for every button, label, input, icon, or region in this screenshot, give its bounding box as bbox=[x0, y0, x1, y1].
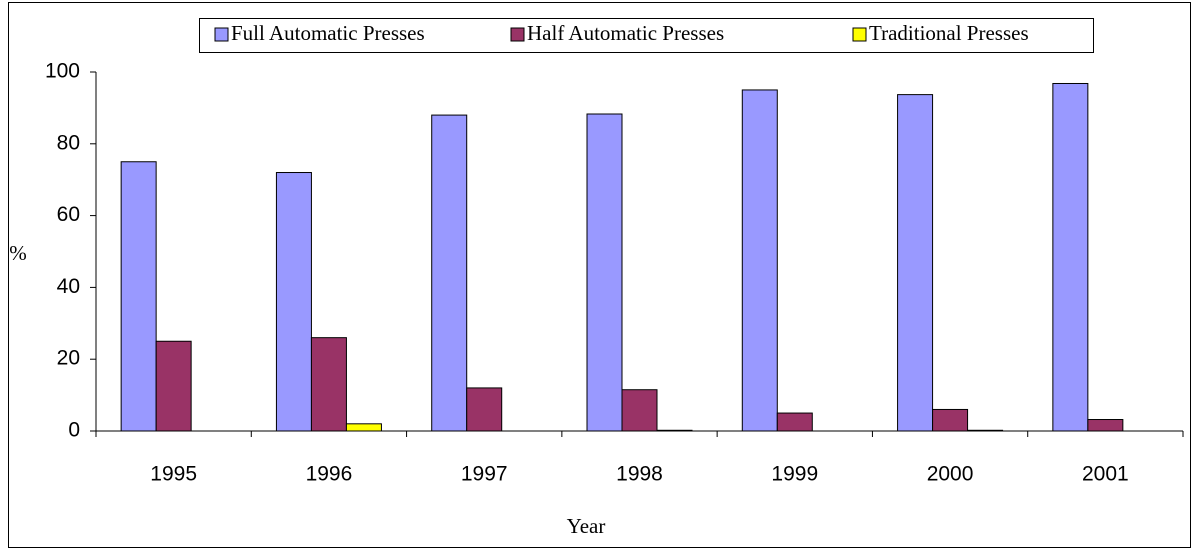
bar bbox=[932, 408, 969, 432]
x-tick-label: 2000 bbox=[927, 463, 974, 486]
legend-swatch bbox=[852, 27, 867, 42]
bar bbox=[621, 389, 658, 432]
bar bbox=[776, 412, 813, 432]
bar bbox=[586, 113, 623, 432]
legend-label: Full Automatic Presses bbox=[231, 21, 425, 45]
bar bbox=[1087, 419, 1124, 432]
y-tick-label: 60 bbox=[57, 203, 80, 226]
x-tick-label: 1997 bbox=[461, 463, 508, 486]
x-tick-label: 1998 bbox=[616, 463, 663, 486]
bar bbox=[1052, 82, 1089, 432]
legend-box bbox=[199, 18, 1094, 53]
x-axis-title: Year bbox=[567, 514, 606, 538]
y-tick-label: 80 bbox=[57, 131, 80, 154]
x-tick-label: 1996 bbox=[306, 463, 353, 486]
bar bbox=[155, 340, 192, 432]
legend-label: Half Automatic Presses bbox=[527, 21, 724, 45]
y-tick-label: 40 bbox=[57, 275, 80, 298]
bar bbox=[275, 172, 312, 432]
bar bbox=[897, 94, 934, 432]
bar bbox=[741, 89, 778, 432]
legend-label: Traditional Presses bbox=[869, 21, 1029, 45]
legend-swatch bbox=[214, 27, 229, 42]
bar bbox=[345, 423, 382, 432]
y-tick-label: 100 bbox=[45, 60, 80, 83]
x-tick-label: 1999 bbox=[771, 463, 818, 486]
bar bbox=[120, 161, 157, 432]
y-tick-label: 20 bbox=[57, 347, 80, 370]
legend-swatch bbox=[510, 27, 525, 42]
y-axis-title: % bbox=[9, 241, 27, 265]
bar bbox=[431, 114, 468, 432]
bar bbox=[310, 337, 347, 432]
x-tick-label: 2001 bbox=[1082, 463, 1129, 486]
x-tick-label: 1995 bbox=[150, 463, 197, 486]
bar bbox=[466, 387, 503, 432]
y-tick-label: 0 bbox=[68, 419, 80, 442]
